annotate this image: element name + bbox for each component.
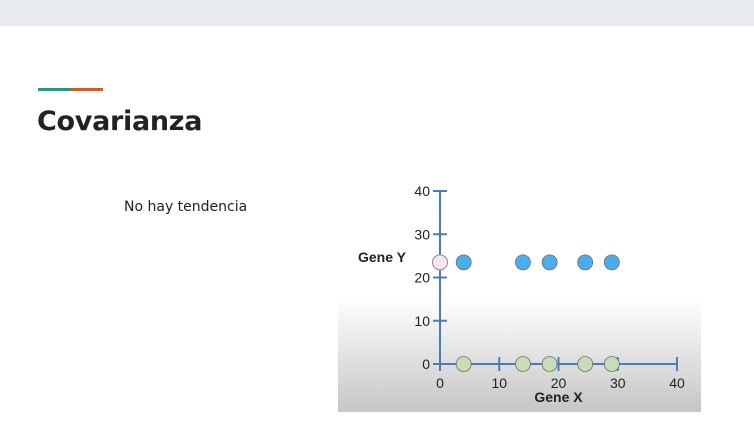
data-point [515, 254, 531, 271]
x-tick-label: 20 [551, 375, 567, 391]
x-tick-label: 40 [669, 375, 685, 391]
data-point [577, 356, 594, 372]
y-tick-label: 0 [422, 356, 430, 372]
data-point [577, 254, 594, 271]
accent-line-teal [38, 88, 71, 91]
data-point [432, 254, 448, 271]
scatter-chart: 0 10 20 30 40 0 10 20 30 40 Gene X Gene Y [338, 174, 701, 412]
y-tick-label: 30 [414, 226, 430, 242]
chart-svg: 0 10 20 30 40 0 10 20 30 40 Gene X Gene Y [338, 174, 701, 412]
top-bar [0, 0, 754, 26]
y-axis-title: Gene Y [358, 249, 407, 265]
x-tick-label: 0 [436, 375, 444, 391]
y-tick-label: 10 [414, 313, 430, 329]
slide-subtitle: No hay tendencia [124, 199, 248, 215]
chart-labels: 0 10 20 30 40 0 10 20 30 40 Gene X Gene Y [358, 183, 685, 405]
data-point [455, 254, 472, 271]
x-tick-label: 10 [491, 375, 507, 391]
data-point [603, 356, 620, 372]
slide-title: Covarianza [37, 106, 203, 137]
data-point [455, 356, 472, 372]
data-point [515, 356, 531, 372]
accent-line-orange [71, 88, 103, 91]
chart-points [432, 254, 620, 372]
data-point [603, 254, 620, 271]
data-point [541, 356, 558, 372]
y-tick-label: 20 [414, 270, 430, 286]
chart-background [338, 174, 701, 412]
data-point [541, 254, 558, 271]
y-tick-label: 40 [414, 183, 430, 199]
x-tick-label: 30 [610, 375, 626, 391]
x-axis-title: Gene X [534, 389, 583, 405]
